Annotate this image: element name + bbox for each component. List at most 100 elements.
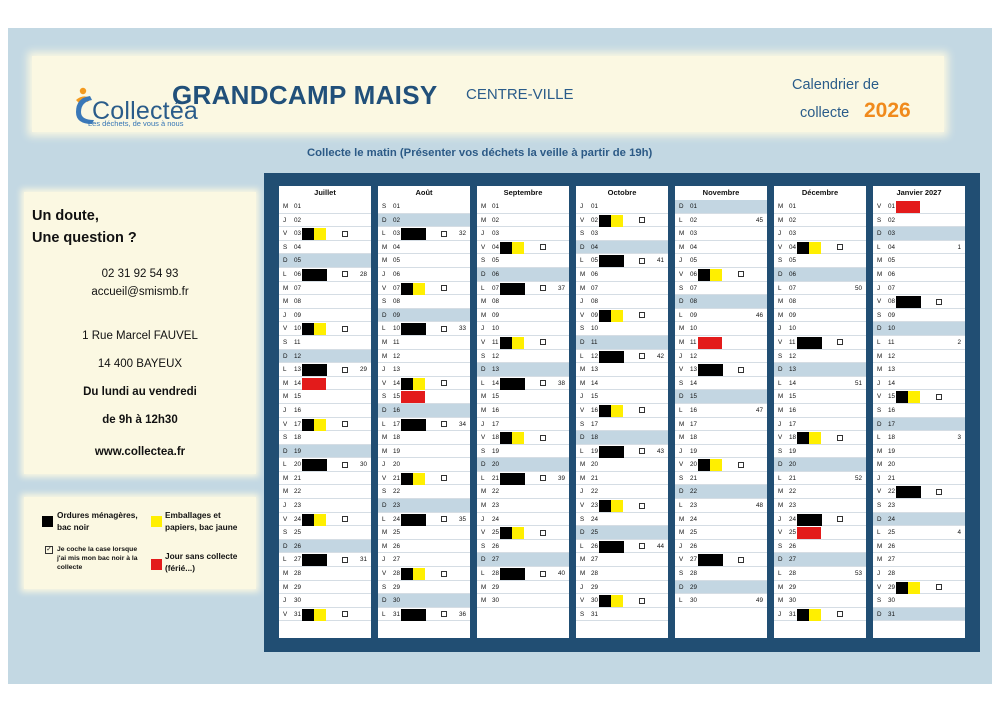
day-number: 18 — [789, 434, 797, 442]
collection-checkbox[interactable] — [639, 543, 645, 550]
day-row: M 12 — [378, 350, 470, 364]
collection-checkbox[interactable] — [540, 244, 546, 251]
weekday-letter: S — [382, 298, 387, 306]
collection-checkbox[interactable] — [441, 516, 447, 523]
weekday-letter: M — [382, 542, 388, 550]
collection-checkbox[interactable] — [441, 285, 447, 292]
day-number: 03 — [591, 230, 599, 238]
day-row: D 25 — [576, 526, 668, 540]
black-bin-marker — [500, 282, 525, 295]
day-number: 26 — [393, 542, 401, 550]
day-row: D 05 — [279, 254, 371, 268]
collection-checkbox[interactable] — [342, 366, 348, 373]
day-number: 22 — [393, 488, 401, 496]
collection-checkbox[interactable] — [639, 257, 645, 264]
collection-checkbox[interactable] — [540, 434, 546, 441]
weekday-letter: V — [580, 597, 585, 605]
weekday-letter: V — [580, 216, 585, 224]
weekday-letter: J — [580, 203, 584, 210]
collection-checkbox[interactable] — [540, 380, 546, 387]
day-number: 27 — [690, 556, 698, 564]
week-number: 53 — [854, 570, 862, 578]
day-row: M 13 — [873, 363, 965, 377]
collection-checkbox[interactable] — [837, 244, 843, 251]
day-row: V 24 — [279, 513, 371, 527]
day-row: V 02 — [576, 214, 668, 228]
collection-checkbox[interactable] — [441, 325, 447, 332]
day-row: L 17 34 — [378, 418, 470, 432]
collection-checkbox[interactable] — [441, 421, 447, 427]
yellow-bin-marker — [413, 282, 425, 295]
legend-panel: Ordures ménagères, bac noir Emballages e… — [24, 497, 256, 589]
day-number: 21 — [888, 474, 896, 482]
day-number: 21 — [690, 474, 698, 482]
collection-checkbox[interactable] — [837, 611, 843, 618]
collection-checkbox[interactable] — [936, 584, 942, 591]
yellow-bin-marker — [908, 391, 920, 404]
day-number: 18 — [591, 434, 599, 442]
collection-checkbox[interactable] — [441, 380, 447, 387]
day-number: 16 — [888, 406, 896, 414]
weekday-letter: M — [382, 352, 388, 360]
collection-checkbox[interactable] — [639, 502, 645, 509]
day-row: D 20 — [477, 458, 569, 472]
month-title: Septembre — [503, 188, 543, 197]
collection-checkbox[interactable] — [540, 529, 546, 536]
day-number: 26 — [888, 542, 896, 550]
opening-days: Du lundi au vendredi — [83, 386, 197, 398]
collection-checkbox[interactable] — [936, 488, 942, 495]
day-number: 09 — [492, 311, 500, 319]
collection-checkbox[interactable] — [936, 393, 942, 400]
day-number: 19 — [393, 447, 401, 455]
collection-checkbox[interactable] — [639, 597, 645, 604]
collection-checkbox[interactable] — [837, 516, 843, 523]
collection-checkbox[interactable] — [441, 570, 447, 577]
collection-checkbox[interactable] — [540, 339, 546, 346]
weekday-letter: D — [382, 502, 387, 510]
collection-checkbox[interactable] — [738, 556, 744, 563]
collection-checkbox[interactable] — [342, 556, 348, 563]
day-row: J 17 — [477, 418, 569, 432]
collection-checkbox[interactable] — [639, 217, 645, 224]
weekday-letter: M — [481, 311, 487, 319]
black-bin-label-line2: bac noir — [57, 522, 90, 532]
collection-checkbox[interactable] — [342, 271, 348, 278]
day-row: L 24 35 — [378, 513, 470, 527]
website-link[interactable]: www.collectea.fr — [94, 446, 186, 458]
collection-checkbox[interactable] — [738, 366, 744, 373]
collection-checkbox[interactable] — [837, 339, 843, 346]
collection-checkbox[interactable] — [639, 448, 645, 455]
collection-checkbox[interactable] — [342, 461, 348, 468]
black-bin-marker — [599, 595, 611, 608]
weekday-letter: S — [679, 284, 684, 292]
collection-checkbox[interactable] — [540, 285, 546, 292]
collection-checkbox[interactable] — [639, 312, 645, 319]
collection-checkbox[interactable] — [540, 570, 546, 577]
day-number: 13 — [393, 366, 401, 374]
day-number: 18 — [294, 434, 302, 442]
collection-checkbox[interactable] — [342, 325, 348, 332]
collection-checkbox[interactable] — [837, 434, 843, 441]
weekday-letter: M — [481, 583, 487, 591]
collection-checkbox[interactable] — [441, 230, 447, 237]
collection-checkbox[interactable] — [342, 230, 348, 237]
collection-checkbox[interactable] — [639, 407, 645, 414]
day-row: V 20 — [675, 458, 767, 472]
header-banner: Collectéa Les déchets, de vous à nous GR… — [32, 56, 944, 132]
weekday-letter: D — [580, 338, 585, 346]
day-row: M 19 — [378, 445, 470, 459]
collection-checkbox[interactable] — [936, 298, 942, 305]
day-number: 10 — [393, 325, 401, 333]
collection-checkbox[interactable] — [738, 271, 744, 278]
collection-checkbox[interactable] — [441, 475, 447, 482]
day-row: M 17 — [675, 418, 767, 432]
collection-checkbox[interactable] — [540, 475, 546, 482]
weekday-letter: M — [283, 298, 289, 306]
collection-checkbox[interactable] — [342, 421, 348, 427]
collection-checkbox[interactable] — [441, 611, 447, 618]
day-number: 09 — [789, 311, 797, 319]
collection-checkbox[interactable] — [738, 461, 744, 468]
collection-checkbox[interactable] — [342, 516, 348, 523]
collection-checkbox[interactable] — [639, 353, 645, 360]
collection-checkbox[interactable] — [342, 611, 348, 618]
